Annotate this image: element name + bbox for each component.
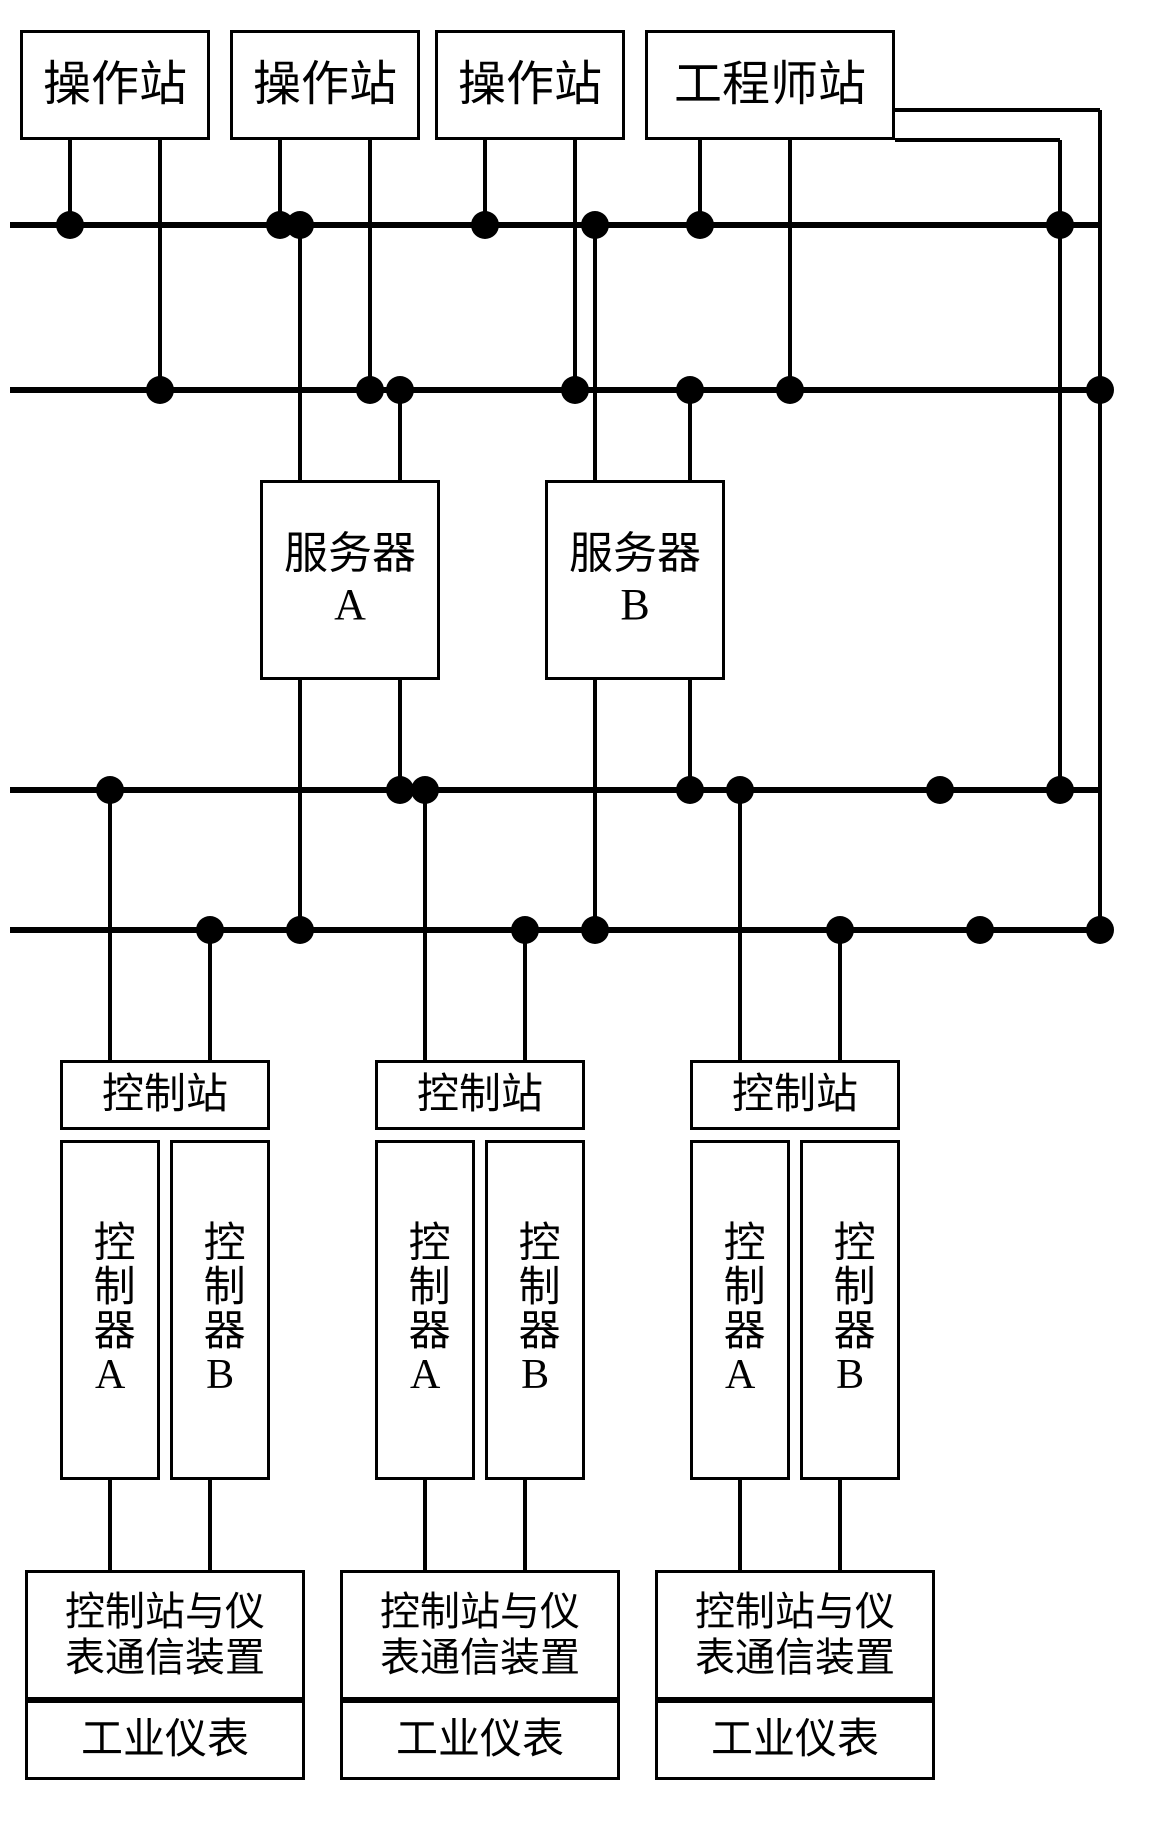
node-label: 控制器B bbox=[196, 1220, 244, 1400]
node-inst2: 工业仪表 bbox=[340, 1700, 620, 1780]
node-label: 工业仪表 bbox=[81, 1716, 249, 1764]
node-cs1: 控制站 bbox=[60, 1060, 270, 1130]
diagram-canvas bbox=[0, 0, 1158, 1824]
node-label: 操作站 bbox=[458, 57, 602, 112]
node-label: 控制器B bbox=[511, 1220, 559, 1400]
node-c3a: 控制器A bbox=[690, 1140, 790, 1480]
node-inst1: 工业仪表 bbox=[25, 1700, 305, 1780]
node-label: 操作站 bbox=[253, 57, 397, 112]
node-label: 控制站 bbox=[732, 1071, 858, 1119]
node-c3b: 控制器B bbox=[800, 1140, 900, 1480]
node-label: 控制器A bbox=[86, 1220, 134, 1400]
node-op3: 操作站 bbox=[435, 30, 625, 140]
node-c1b: 控制器B bbox=[170, 1140, 270, 1480]
node-label: 控制站与仪表通信装置 bbox=[695, 1589, 895, 1681]
node-label: 工业仪表 bbox=[396, 1716, 564, 1764]
node-eng: 工程师站 bbox=[645, 30, 895, 140]
node-label: 控制站与仪表通信装置 bbox=[380, 1589, 580, 1681]
node-label: 工业仪表 bbox=[711, 1716, 879, 1764]
node-label: 工程师站 bbox=[674, 57, 866, 112]
node-c2a: 控制器A bbox=[375, 1140, 475, 1480]
node-label: 控制器B bbox=[826, 1220, 874, 1400]
node-cs2: 控制站 bbox=[375, 1060, 585, 1130]
node-label: 操作站 bbox=[43, 57, 187, 112]
node-op2: 操作站 bbox=[230, 30, 420, 140]
node-op1: 操作站 bbox=[20, 30, 210, 140]
node-c2b: 控制器B bbox=[485, 1140, 585, 1480]
node-label: 控制器A bbox=[716, 1220, 764, 1400]
node-label: 控制器A bbox=[401, 1220, 449, 1400]
node-c1a: 控制器A bbox=[60, 1140, 160, 1480]
node-comm3: 控制站与仪表通信装置 bbox=[655, 1570, 935, 1700]
node-cs3: 控制站 bbox=[690, 1060, 900, 1130]
node-label: 服务器A bbox=[284, 529, 416, 630]
node-srvA: 服务器A bbox=[260, 480, 440, 680]
node-comm2: 控制站与仪表通信装置 bbox=[340, 1570, 620, 1700]
node-label: 服务器B bbox=[569, 529, 701, 630]
node-srvB: 服务器B bbox=[545, 480, 725, 680]
node-inst3: 工业仪表 bbox=[655, 1700, 935, 1780]
node-label: 控制站 bbox=[102, 1071, 228, 1119]
node-label: 控制站与仪表通信装置 bbox=[65, 1589, 265, 1681]
node-comm1: 控制站与仪表通信装置 bbox=[25, 1570, 305, 1700]
node-label: 控制站 bbox=[417, 1071, 543, 1119]
